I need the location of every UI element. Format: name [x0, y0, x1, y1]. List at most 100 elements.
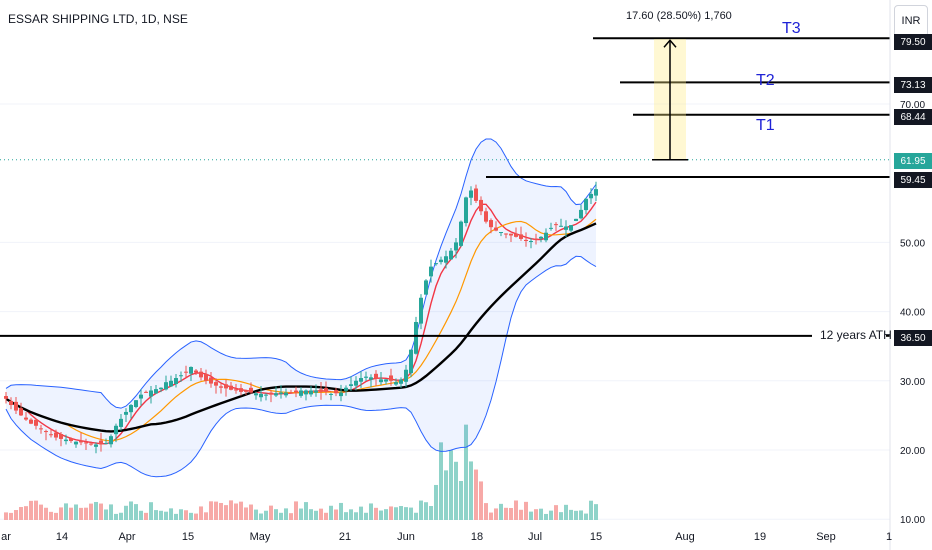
volume-bars [4, 424, 598, 520]
candle-body [279, 392, 283, 394]
candle-body [64, 439, 68, 442]
candle-body [324, 388, 328, 392]
candle-body [414, 321, 418, 354]
volume-bar [514, 500, 518, 520]
volume-bar [174, 513, 178, 520]
volume-bar [179, 509, 183, 520]
candle-body [449, 250, 453, 260]
volume-bar [124, 505, 128, 520]
candle-body [484, 211, 488, 222]
volume-bar [574, 510, 578, 520]
candle-body [154, 389, 158, 394]
volume-bar [374, 507, 378, 520]
currency-button[interactable]: INR [894, 5, 928, 37]
x-tick-label: Jun [397, 531, 415, 543]
candle-body [259, 393, 263, 398]
volume-bar [274, 509, 278, 520]
candle-body [574, 218, 578, 221]
candle-body [79, 440, 83, 443]
target-label-t3: T3 [782, 20, 801, 37]
volume-bar [464, 424, 468, 520]
candle-body [149, 390, 153, 397]
candle-body [459, 221, 463, 246]
volume-bar [239, 501, 243, 520]
volume-bar [29, 500, 33, 520]
volume-bar [394, 507, 398, 520]
candle-body [194, 370, 198, 373]
candle-body [204, 373, 208, 381]
candle-body [139, 394, 143, 399]
volume-bar [184, 510, 188, 520]
volume-bar [329, 505, 333, 520]
volume-bar [99, 503, 103, 520]
candle-body [429, 266, 433, 277]
volume-bar [194, 513, 198, 520]
volume-bar [544, 513, 548, 520]
volume-bar [189, 512, 193, 520]
candle-body [434, 263, 438, 265]
volume-bar [149, 502, 153, 520]
volume-bar [159, 510, 163, 520]
volume-bar [14, 510, 18, 520]
volume-bar [204, 512, 208, 520]
candle-body [549, 227, 553, 229]
volume-bar [404, 507, 408, 520]
measure-tool[interactable] [652, 37, 688, 161]
volume-bar [449, 450, 453, 520]
candle-body [554, 224, 558, 226]
volume-bar [49, 511, 53, 520]
volume-bar [469, 461, 473, 520]
candle-body [359, 378, 363, 382]
x-tick-label: Sep [816, 531, 836, 543]
volume-bar [494, 508, 498, 520]
x-tick-label: 14 [56, 531, 68, 543]
time-axis[interactable]: ar 14 Apr 15 May 21 Jun 18 Jul 15 Aug 19 Sep 1 [1, 531, 892, 543]
volume-bar [349, 509, 353, 520]
candle-body [284, 392, 288, 396]
volume-bar [569, 509, 573, 520]
volume-bar [129, 501, 133, 520]
candle-body [24, 417, 28, 420]
volume-bar [74, 504, 78, 520]
volume-bar [439, 442, 443, 520]
candle-body [39, 428, 43, 430]
volume-bar [529, 511, 533, 520]
volume-bar [419, 500, 423, 520]
price-tag-73-13: 73.13 [894, 77, 932, 93]
candle-body [404, 369, 408, 382]
volume-bar [564, 504, 568, 520]
candle-body [229, 385, 233, 390]
candle-body [179, 375, 183, 377]
volume-bar [54, 512, 58, 520]
candle-body [309, 390, 313, 395]
volume-bar [59, 507, 63, 520]
candle-body [224, 384, 228, 389]
candle-body [299, 390, 303, 396]
volume-bar [369, 503, 373, 520]
volume-bar [279, 512, 283, 520]
horizontal-levels[interactable] [0, 37, 890, 337]
volume-bar [399, 506, 403, 520]
volume-bar [199, 506, 203, 520]
x-tick-label: May [250, 531, 271, 543]
chart-title: ESSAR SHIPPING LTD, 1D, NSE [8, 12, 188, 26]
volume-bar [84, 507, 88, 520]
volume-bar [214, 501, 218, 520]
volume-bar [209, 501, 213, 520]
volume-bar [339, 502, 343, 520]
y-tick-label: 10.00 [900, 515, 925, 526]
candle-body [29, 419, 33, 424]
price-axis[interactable]: 10.00 20.00 30.00 40.00 50.00 70.00 [889, 0, 925, 550]
candle-body [94, 444, 98, 447]
candle-body [234, 389, 238, 391]
candle-body [594, 189, 598, 196]
x-tick-label: ar [1, 531, 11, 543]
candle-body [384, 379, 388, 382]
candle-body [514, 233, 518, 237]
volume-bar [164, 511, 168, 520]
candle-body [474, 188, 478, 201]
x-tick-label: 15 [590, 531, 602, 543]
candle-body [519, 234, 523, 239]
volume-bar [554, 505, 558, 520]
